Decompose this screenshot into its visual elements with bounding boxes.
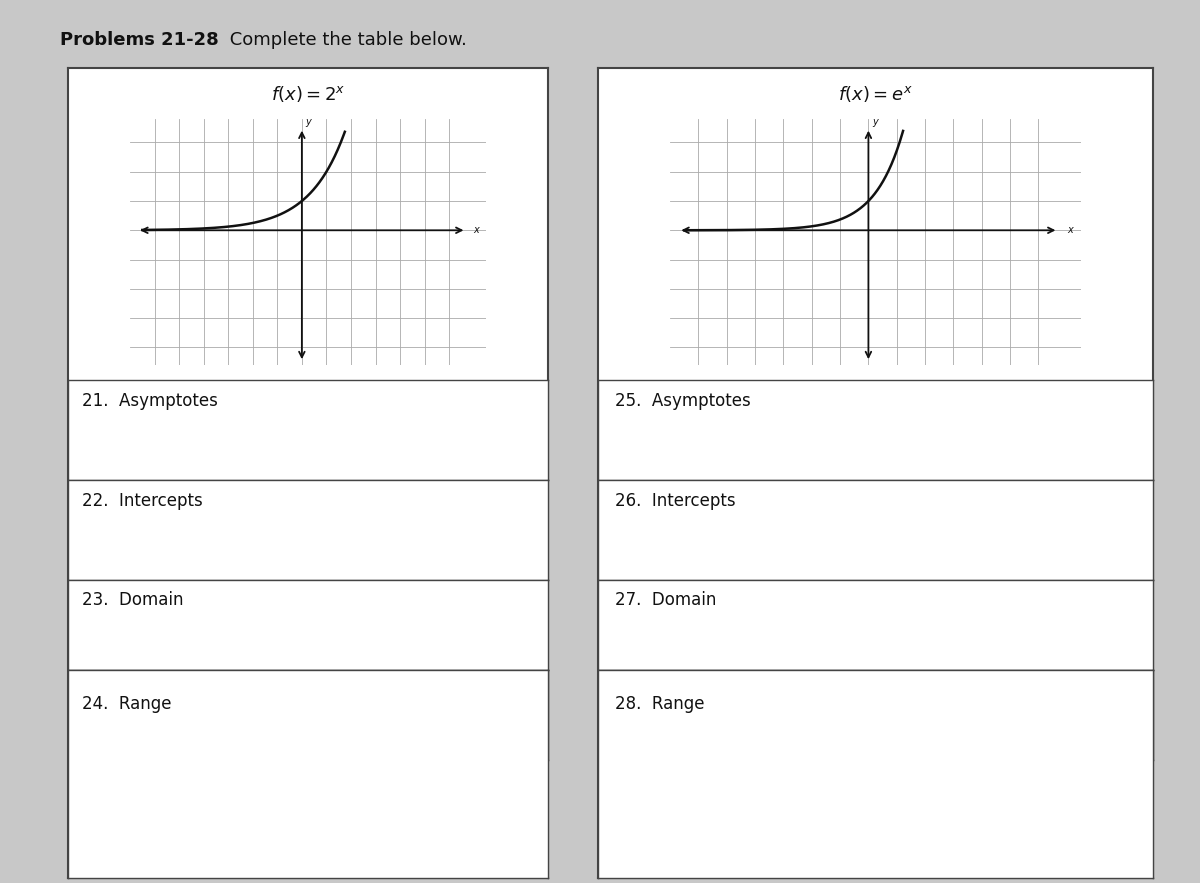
Text: 27.  Domain: 27. Domain [614,591,716,608]
Text: 25.  Asymptotes: 25. Asymptotes [614,392,750,410]
Text: 24.  Range: 24. Range [83,681,172,698]
Text: x: x [473,225,479,235]
Text: 24.  Range: 24. Range [83,695,172,713]
Text: 28.  Range: 28. Range [614,695,704,713]
Text: 23.  Domain: 23. Domain [83,591,184,608]
Text: Problems 21-28: Problems 21-28 [60,31,218,49]
Text: y: y [872,117,878,127]
Text: y: y [305,117,311,127]
Text: 22.  Intercepts: 22. Intercepts [83,492,203,510]
Text: 26.  Intercepts: 26. Intercepts [614,492,736,510]
Text: Complete the table below.: Complete the table below. [224,31,467,49]
Text: 28.  Range: 28. Range [614,681,704,698]
Text: $f(x) = e^{x}$: $f(x) = e^{x}$ [839,84,913,103]
Text: $f(x) = 2^{x}$: $f(x) = 2^{x}$ [271,84,346,103]
Text: 21.  Asymptotes: 21. Asymptotes [83,392,218,410]
Text: x: x [1067,225,1073,235]
